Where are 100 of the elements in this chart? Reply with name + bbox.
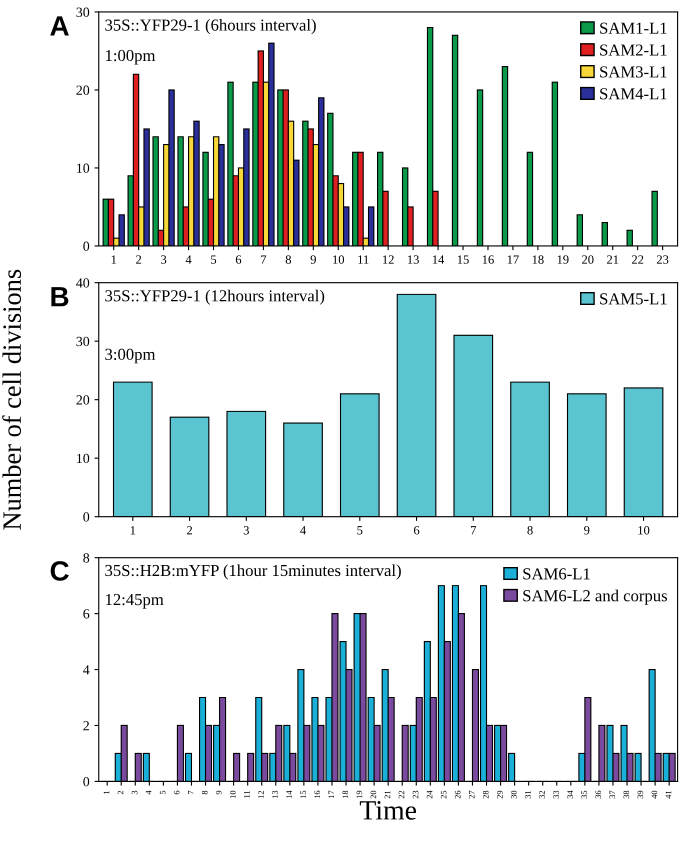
x-tick-label: 15 bbox=[300, 790, 306, 798]
x-tick-label: 23 bbox=[412, 790, 418, 798]
y-tick-label: 6 bbox=[83, 609, 90, 619]
x-tick-label: 1 bbox=[130, 526, 136, 534]
x-tick-label: 20 bbox=[582, 255, 594, 264]
x-tick-label: 20 bbox=[370, 790, 376, 798]
legend-label: SAM6-L2 and corpus bbox=[523, 590, 667, 605]
x-tick-label: 38 bbox=[623, 790, 630, 798]
y-tick-label: 4 bbox=[83, 665, 90, 674]
x-tick-label: 18 bbox=[342, 790, 348, 798]
x-tick-label: 4 bbox=[186, 255, 192, 264]
y-tick-label: 0 bbox=[83, 512, 90, 522]
x-tick-label: 15 bbox=[458, 255, 469, 264]
y-tick-label: 0 bbox=[83, 776, 90, 786]
x-tick-label: 2 bbox=[118, 790, 124, 794]
legend-label: SAM5-L1 bbox=[600, 293, 667, 305]
x-tick-label: 32 bbox=[539, 790, 545, 798]
x-tick-label: 8 bbox=[202, 790, 208, 794]
x-tick-label: 40 bbox=[652, 790, 658, 799]
x-tick-label: 6 bbox=[414, 526, 420, 534]
x-tick-label: 21 bbox=[384, 790, 390, 798]
x-tick-label: 10 bbox=[230, 790, 236, 798]
legend-label: SAM1-L1 bbox=[600, 22, 667, 34]
x-tick-label: 30 bbox=[511, 790, 517, 798]
x-tick-label: 5 bbox=[160, 790, 166, 794]
y-tick-label: 40 bbox=[76, 278, 90, 288]
x-tick-label: 24 bbox=[426, 790, 432, 798]
text: C bbox=[50, 561, 69, 581]
legend-label: SAM2-L1 bbox=[600, 44, 667, 56]
x-tick-label: 16 bbox=[314, 790, 320, 798]
x-tick-label: 39 bbox=[638, 790, 644, 798]
x-tick-label: 19 bbox=[558, 255, 569, 264]
x-tick-label: 12 bbox=[258, 790, 264, 798]
x-tick-label: 3 bbox=[132, 790, 138, 794]
y-tick-label: 10 bbox=[77, 164, 90, 173]
x-tick-label: 28 bbox=[482, 790, 489, 798]
x-tick-label: 21 bbox=[607, 255, 618, 264]
x-axis-title: Time bbox=[360, 801, 416, 820]
x-tick-label: 35 bbox=[581, 790, 587, 798]
x-tick-label: 26 bbox=[454, 790, 461, 798]
x-tick-label: 4 bbox=[300, 526, 306, 534]
x-tick-label: 31 bbox=[525, 790, 531, 798]
x-tick-label: 41 bbox=[666, 790, 672, 799]
y-tick-label: 2 bbox=[83, 721, 89, 730]
x-tick-label: 23 bbox=[656, 255, 668, 264]
x-tick-label: 27 bbox=[468, 790, 474, 798]
x-tick-label: 22 bbox=[398, 790, 404, 798]
x-tick-label: 14 bbox=[286, 790, 292, 798]
x-tick-label: 22 bbox=[632, 255, 644, 264]
x-tick-label: 14 bbox=[432, 255, 444, 264]
x-tick-label: 8 bbox=[527, 526, 533, 534]
y-axis-title: Number of cell divisions bbox=[2, 270, 22, 530]
annotation: 12:45pm bbox=[106, 594, 164, 609]
y-tick-label: 20 bbox=[76, 86, 90, 95]
x-tick-label: 8 bbox=[286, 255, 292, 264]
x-tick-label: 7 bbox=[261, 255, 266, 264]
x-tick-label: 13 bbox=[408, 255, 419, 264]
x-tick-label: 11 bbox=[358, 255, 368, 264]
annotation: 3:00pm bbox=[105, 348, 156, 364]
x-tick-label: 1 bbox=[112, 255, 116, 264]
x-tick-label: 1 bbox=[104, 790, 110, 794]
x-tick-label: 37 bbox=[609, 790, 616, 798]
x-tick-label: 10 bbox=[333, 255, 344, 264]
x-tick-label: 29 bbox=[497, 790, 503, 798]
x-tick-label: 36 bbox=[595, 790, 601, 798]
x-tick-label: 25 bbox=[440, 790, 446, 798]
x-tick-label: 3 bbox=[244, 526, 249, 534]
x-tick-label: 9 bbox=[584, 526, 590, 534]
x-tick-label: 7 bbox=[188, 790, 194, 794]
chart-title: 35S::YFP29-1 (6hours interval) bbox=[105, 18, 316, 34]
y-tick-label: 20 bbox=[76, 395, 90, 405]
text: A bbox=[50, 16, 69, 36]
x-tick-label: 33 bbox=[553, 790, 559, 798]
x-tick-label: 10 bbox=[638, 526, 650, 534]
x-tick-label: 6 bbox=[236, 255, 242, 264]
x-tick-label: 9 bbox=[216, 790, 222, 794]
x-tick-label: 19 bbox=[356, 790, 362, 798]
chart-title: 35S::YFP29-1 (12hours interval) bbox=[105, 290, 324, 305]
legend-label: SAM6-L1 bbox=[523, 568, 590, 580]
y-tick-label: 10 bbox=[77, 454, 90, 464]
y-tick-label: 8 bbox=[83, 553, 90, 563]
x-tick-label: 3 bbox=[161, 255, 166, 264]
chart-title: 35S::H2B:mYFP (1hour 15minutes interval) bbox=[105, 564, 401, 580]
annotation: 1:00pm bbox=[106, 50, 156, 65]
x-tick-label: 5 bbox=[357, 526, 362, 534]
x-tick-label: 2 bbox=[136, 255, 142, 264]
y-tick-label: 30 bbox=[76, 8, 90, 17]
x-tick-label: 17 bbox=[328, 790, 334, 798]
x-tick-label: 7 bbox=[470, 526, 476, 534]
legend-label: SAM4-L1 bbox=[600, 88, 667, 100]
x-tick-label: 5 bbox=[211, 255, 216, 264]
x-tick-label: 34 bbox=[567, 790, 573, 798]
x-tick-label: 12 bbox=[383, 255, 394, 264]
x-tick-label: 17 bbox=[508, 255, 519, 264]
x-tick-label: 2 bbox=[186, 526, 192, 534]
x-tick-label: 11 bbox=[244, 790, 250, 798]
x-tick-label: 9 bbox=[310, 255, 316, 264]
legend-label: SAM3-L1 bbox=[600, 66, 667, 78]
x-tick-label: 6 bbox=[174, 790, 180, 794]
x-tick-label: 18 bbox=[532, 255, 544, 264]
